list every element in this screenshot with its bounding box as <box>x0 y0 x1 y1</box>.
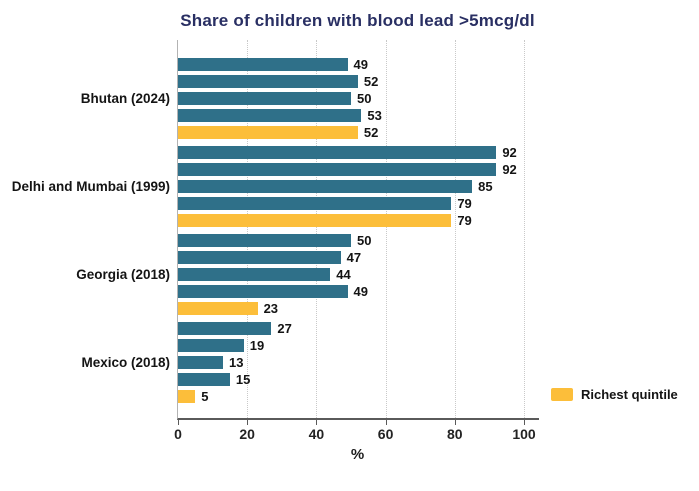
bar-row: 85 <box>178 180 493 193</box>
bar-row: 49 <box>178 285 368 298</box>
bar-value-label: 47 <box>346 250 362 265</box>
x-tick-0 <box>178 420 179 425</box>
group-label-1: Delhi and Mumbai (1999) <box>11 178 170 194</box>
legend: Richest quintile <box>551 387 678 402</box>
bar-value-label: 92 <box>502 162 517 177</box>
bar <box>178 197 452 210</box>
bar <box>178 234 351 247</box>
x-tick-label-40: 40 <box>308 426 325 442</box>
x-tick-label-80: 80 <box>447 426 463 442</box>
bar <box>178 92 351 105</box>
bar-value-label: 49 <box>353 284 368 299</box>
bar-row: 79 <box>178 197 472 210</box>
chart-title: Share of children with blood lead >5mcg/… <box>180 11 535 30</box>
bar-value-label: 52 <box>363 74 379 89</box>
bar-value-label: 92 <box>502 145 517 160</box>
legend-label: Richest quintile <box>581 387 678 402</box>
bar-value-label: 50 <box>357 233 372 248</box>
group-label-2: Georgia (2018) <box>76 266 170 282</box>
x-tick-20 <box>247 420 249 425</box>
x-axis-label: % <box>350 446 365 463</box>
gridline-100 <box>524 40 525 418</box>
group-label-3: Mexico (2018) <box>81 354 170 370</box>
x-tick-80 <box>454 420 456 425</box>
bar-row: 52 <box>178 126 378 139</box>
plot-area: 0 20 40 60 80 100 49 52 50 53 52 92 92 85 79 79 50 47 44 49… <box>174 40 539 442</box>
x-tick-label-100: 100 <box>512 426 536 442</box>
bar-row: 15 <box>178 373 250 386</box>
bar-row: 5 <box>178 390 209 403</box>
bar-richest-quintile <box>178 126 358 139</box>
bar <box>178 339 244 352</box>
bar-row: 13 <box>178 356 243 369</box>
bar-value-label: 19 <box>249 338 265 353</box>
bar-row: 79 <box>178 214 472 227</box>
bar-row: 49 <box>178 58 368 71</box>
x-tick-label-20: 20 <box>239 426 255 442</box>
bar-richest-quintile <box>178 302 258 315</box>
bar <box>178 75 358 88</box>
x-tick-label-60: 60 <box>377 426 394 442</box>
bar-row: 47 <box>178 251 361 264</box>
bar <box>178 109 362 122</box>
gridline-60 <box>385 40 387 418</box>
bar-value-label: 52 <box>363 125 379 140</box>
bar-row: 53 <box>178 109 382 122</box>
bar-richest-quintile <box>178 214 452 227</box>
bar-value-label: 49 <box>353 57 368 72</box>
bar-row: 44 <box>178 268 351 281</box>
gridline-80 <box>454 40 456 418</box>
bar-value-label: 23 <box>263 301 279 316</box>
bar <box>178 373 230 386</box>
bar <box>178 163 497 176</box>
bar <box>178 180 473 193</box>
gridline-20 <box>247 40 249 418</box>
bar <box>178 251 341 264</box>
bar-row: 92 <box>178 146 517 159</box>
bar-row: 23 <box>178 302 278 315</box>
x-tick-60 <box>385 420 387 425</box>
bar <box>178 58 348 71</box>
x-tick-40 <box>316 420 318 425</box>
bar-value-label: 85 <box>478 179 493 194</box>
legend-swatch <box>551 388 573 401</box>
bar-row: 50 <box>178 92 371 105</box>
bar-value-label: 79 <box>457 213 472 228</box>
bar-value-label: 44 <box>336 267 351 282</box>
bar-value-label: 50 <box>357 91 372 106</box>
bar <box>178 268 331 281</box>
bar <box>178 322 272 335</box>
bar-row: 92 <box>178 163 517 176</box>
bar-row: 19 <box>178 339 264 352</box>
bar <box>178 146 497 159</box>
bar-value-label: 5 <box>201 389 209 404</box>
x-tick-label-0: 0 <box>174 426 182 442</box>
bar-richest-quintile <box>178 390 196 403</box>
bar <box>178 356 223 369</box>
bar-value-label: 13 <box>228 355 244 370</box>
bar-value-label: 53 <box>367 108 382 123</box>
bar-row: 52 <box>178 75 378 88</box>
x-tick-100 <box>524 420 525 425</box>
bar-value-label: 27 <box>277 321 292 336</box>
bar-row: 50 <box>178 234 371 247</box>
group-label-0: Bhutan (2024) <box>80 90 170 106</box>
bar-value-label: 79 <box>457 196 472 211</box>
gridline-40 <box>316 40 318 418</box>
bar-value-label: 15 <box>235 372 251 387</box>
bar-row: 27 <box>178 322 292 335</box>
bar <box>178 285 348 298</box>
